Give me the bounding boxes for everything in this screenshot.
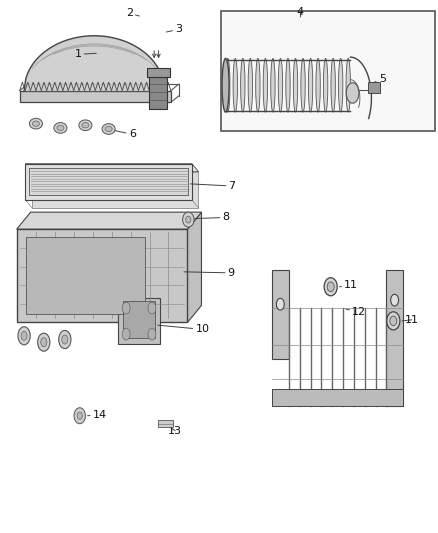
Ellipse shape <box>21 331 27 340</box>
Ellipse shape <box>79 120 92 131</box>
Polygon shape <box>187 212 201 322</box>
Ellipse shape <box>323 59 328 112</box>
Polygon shape <box>17 212 201 229</box>
Ellipse shape <box>346 59 350 112</box>
Ellipse shape <box>327 282 334 292</box>
Ellipse shape <box>339 59 343 112</box>
Ellipse shape <box>148 328 156 340</box>
Ellipse shape <box>18 327 30 345</box>
Ellipse shape <box>324 278 337 296</box>
Text: 6: 6 <box>115 130 136 139</box>
Ellipse shape <box>248 59 253 112</box>
Text: 3: 3 <box>166 25 182 34</box>
Bar <box>26 237 145 314</box>
Ellipse shape <box>122 328 130 340</box>
Ellipse shape <box>29 118 42 129</box>
Ellipse shape <box>74 408 85 424</box>
Bar <box>368 82 380 93</box>
Ellipse shape <box>54 123 67 133</box>
Text: 7: 7 <box>191 181 236 191</box>
Ellipse shape <box>240 59 245 112</box>
Text: 2: 2 <box>126 9 139 18</box>
Bar <box>118 298 160 344</box>
Text: 8: 8 <box>195 213 230 222</box>
Text: 11: 11 <box>402 315 419 325</box>
Ellipse shape <box>38 333 50 351</box>
Text: 1: 1 <box>74 50 96 59</box>
Bar <box>123 301 155 338</box>
Bar <box>29 168 188 195</box>
Text: 11: 11 <box>339 280 358 290</box>
Bar <box>158 420 173 427</box>
Ellipse shape <box>105 126 112 132</box>
Ellipse shape <box>41 338 47 346</box>
Ellipse shape <box>293 59 298 112</box>
Ellipse shape <box>233 59 237 112</box>
Ellipse shape <box>57 125 64 131</box>
Bar <box>386 270 403 406</box>
Text: 12: 12 <box>346 307 366 317</box>
Text: 5: 5 <box>374 74 386 84</box>
Ellipse shape <box>346 83 359 103</box>
Bar <box>149 77 167 109</box>
Bar <box>20 91 171 102</box>
Bar <box>221 11 435 131</box>
Ellipse shape <box>308 59 313 112</box>
Bar <box>272 270 289 359</box>
Bar <box>272 389 403 406</box>
Ellipse shape <box>59 330 71 349</box>
Ellipse shape <box>82 123 89 128</box>
Bar <box>25 164 192 200</box>
Ellipse shape <box>62 335 68 344</box>
Ellipse shape <box>278 59 283 112</box>
Ellipse shape <box>32 121 39 126</box>
Ellipse shape <box>226 59 230 112</box>
Ellipse shape <box>391 294 399 306</box>
Bar <box>17 229 187 322</box>
Text: 14: 14 <box>88 410 107 419</box>
Ellipse shape <box>387 312 400 330</box>
Ellipse shape <box>122 302 130 314</box>
Ellipse shape <box>271 59 275 112</box>
Ellipse shape <box>256 59 260 112</box>
Text: 13: 13 <box>168 426 182 435</box>
Ellipse shape <box>186 216 191 223</box>
Ellipse shape <box>102 124 115 134</box>
Text: 10: 10 <box>158 325 209 334</box>
Ellipse shape <box>222 59 229 112</box>
Polygon shape <box>25 164 198 172</box>
Bar <box>32 172 198 208</box>
Text: 4: 4 <box>297 7 304 17</box>
Ellipse shape <box>183 212 194 227</box>
Ellipse shape <box>263 59 268 112</box>
Ellipse shape <box>301 59 305 112</box>
Ellipse shape <box>77 412 82 419</box>
Ellipse shape <box>148 302 156 314</box>
Ellipse shape <box>276 298 284 310</box>
Ellipse shape <box>286 59 290 112</box>
Ellipse shape <box>316 59 320 112</box>
Text: 9: 9 <box>184 268 235 278</box>
Ellipse shape <box>390 316 397 326</box>
Ellipse shape <box>331 59 336 112</box>
Bar <box>147 68 170 77</box>
